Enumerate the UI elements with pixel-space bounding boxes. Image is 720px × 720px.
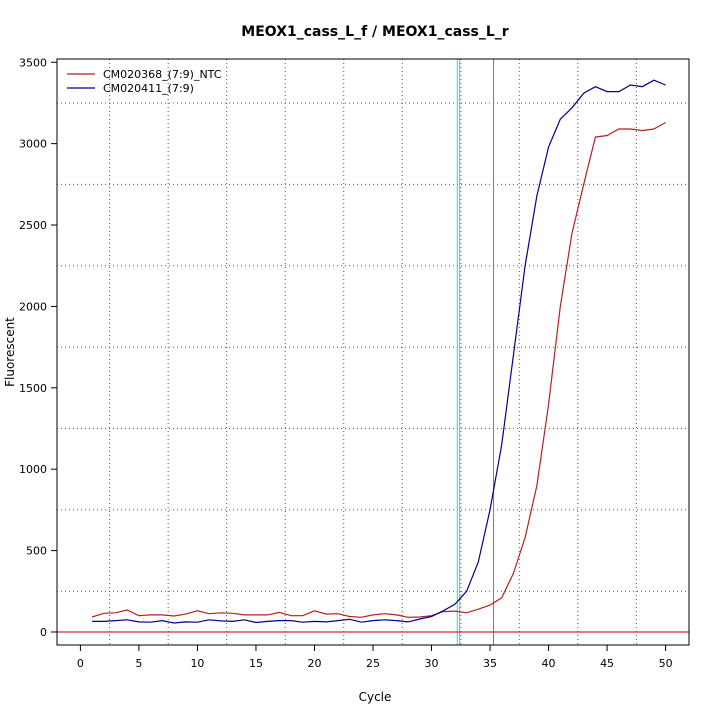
x-tick-label: 5 (135, 657, 142, 670)
series-line (92, 79, 666, 624)
x-tick-label: 50 (659, 657, 673, 670)
y-axis: 0 500 1000 1500 2000 2500 3000 3500 (19, 56, 58, 639)
x-tick-label: 10 (190, 657, 204, 670)
series-line (91, 121, 666, 618)
x-axis: 0 5 10 15 20 25 30 35 40 45 50 (77, 644, 673, 670)
y-tick-label: 2500 (19, 219, 47, 232)
x-axis-label: Cycle (359, 690, 392, 704)
legend-label: CM020411_(7:9) (103, 82, 194, 95)
x-tick-label: 25 (366, 657, 380, 670)
y-tick-label: 3000 (19, 138, 47, 151)
grid (57, 59, 689, 645)
y-tick-label: 500 (26, 545, 47, 558)
x-tick-label: 40 (542, 657, 556, 670)
cycle-markers (456, 59, 495, 645)
x-tick-label: 30 (425, 657, 439, 670)
series-lines (91, 79, 666, 624)
legend-label: CM020368_(7:9)_NTC (103, 68, 222, 81)
chart-title: MEOX1_cass_L_f / MEOX1_cass_L_r (241, 24, 508, 40)
x-tick-label: 15 (249, 657, 263, 670)
y-tick-label: 1500 (19, 382, 47, 395)
y-tick-label: 1000 (19, 463, 47, 476)
y-axis-label: Fluorescent (3, 317, 17, 387)
x-tick-label: 45 (600, 657, 614, 670)
x-tick-label: 0 (77, 657, 84, 670)
y-tick-label: 2000 (19, 300, 47, 313)
x-tick-label: 35 (483, 657, 497, 670)
x-tick-label: 20 (307, 657, 321, 670)
y-tick-label: 0 (40, 626, 47, 639)
y-tick-label: 3500 (19, 56, 47, 69)
